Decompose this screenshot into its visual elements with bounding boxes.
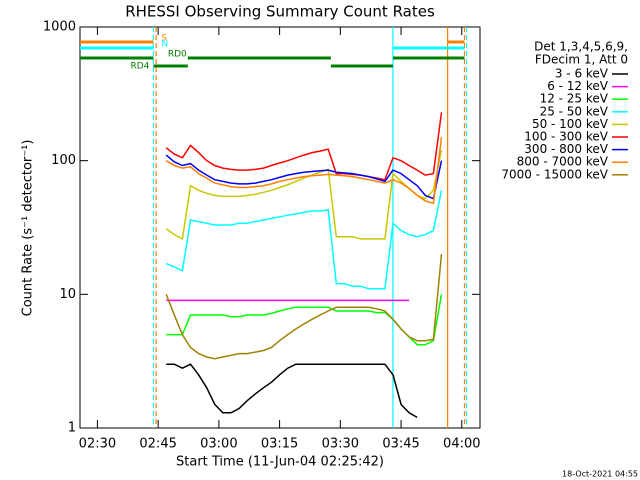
x-tick-label: 02:30 (79, 437, 116, 452)
legend-label: 50 - 100 keV (532, 117, 609, 131)
series-line (165, 154, 443, 200)
legend-label: 6 - 12 keV (547, 79, 609, 93)
flag-label: S (161, 34, 167, 44)
legend-label: 3 - 6 keV (555, 67, 609, 81)
legend-label: 100 - 300 keV (524, 130, 608, 144)
plot-area (80, 27, 468, 428)
x-tick-label: 04:00 (443, 437, 480, 452)
plot-frame (79, 26, 481, 429)
legend-label: 800 - 7000 keV (517, 155, 609, 169)
series-line (165, 112, 443, 181)
y-tick-label: 1000 (43, 20, 76, 35)
x-tick-label: 02:45 (139, 437, 176, 452)
timestamp: 18-Oct-2021 04:55 (562, 470, 638, 479)
x-tick-label: 03:15 (261, 437, 298, 452)
x-tick-label: 03:45 (382, 437, 419, 452)
flag-label: N (161, 40, 168, 50)
series-line (166, 294, 443, 346)
legend-title: FDecim 1, Att 0 (535, 53, 628, 67)
series-line (165, 254, 443, 360)
legend-label: 300 - 800 keV (524, 142, 608, 156)
series-line (165, 190, 443, 290)
legend-label: 7000 - 15000 keV (501, 167, 608, 181)
x-axis-label: Start Time (11-Jun-04 02:25:42) (176, 455, 384, 470)
series-line (166, 363, 418, 419)
flag-label: RD4 (130, 62, 149, 72)
legend-label: 12 - 25 keV (540, 92, 609, 106)
series-line (165, 149, 443, 241)
x-tick-label: 03:00 (200, 437, 237, 452)
series-line (165, 137, 443, 205)
y-tick-label: 10 (59, 287, 76, 302)
x-tick-label: 03:30 (322, 437, 359, 452)
flag-label: RD0 (168, 50, 187, 60)
chart-title: RHESSI Observing Summary Count Rates (125, 3, 435, 21)
legend-title: Det 1,3,4,5,6,9, (534, 40, 628, 54)
series-line (166, 300, 441, 387)
y-tick-label: 1 (68, 421, 76, 436)
y-axis-label: Count Rate (s⁻¹ detector⁻¹) (21, 140, 36, 317)
y-tick-label: 100 (51, 153, 76, 168)
legend-label: 25 - 50 keV (540, 104, 609, 118)
